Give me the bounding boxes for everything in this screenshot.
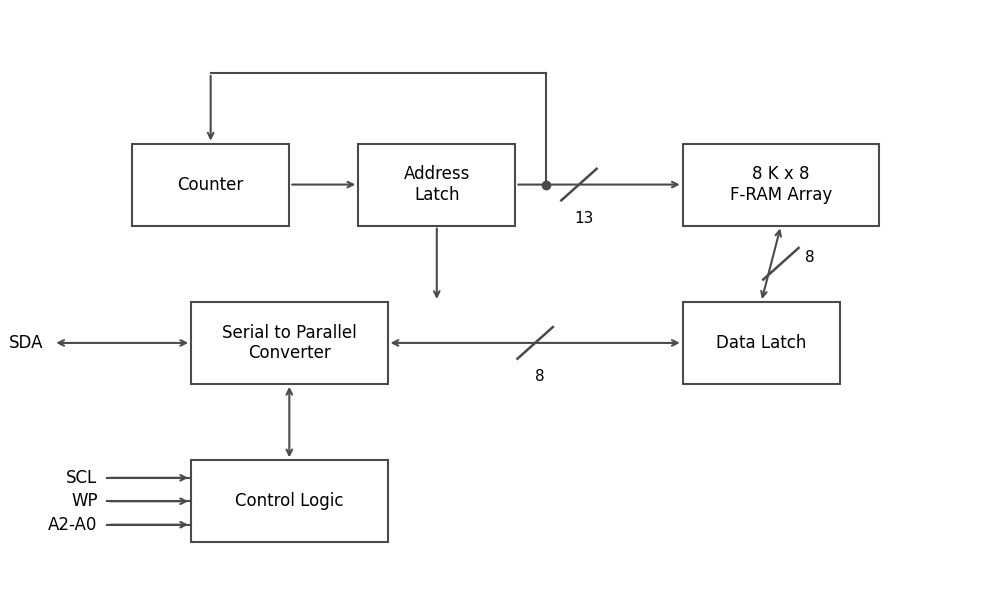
Text: Address
Latch: Address Latch [404,165,470,204]
Text: A2-A0: A2-A0 [48,516,98,534]
Text: Serial to Parallel
Converter: Serial to Parallel Converter [222,323,357,362]
Text: SCL: SCL [66,469,98,487]
Text: 8: 8 [535,369,545,384]
Text: Control Logic: Control Logic [235,493,344,510]
FancyBboxPatch shape [358,143,515,226]
Text: 13: 13 [574,211,594,226]
FancyBboxPatch shape [683,302,840,384]
Text: Data Latch: Data Latch [716,334,806,352]
FancyBboxPatch shape [683,143,879,226]
Text: Counter: Counter [178,176,244,194]
Text: 8: 8 [805,250,815,265]
FancyBboxPatch shape [191,460,388,542]
FancyBboxPatch shape [191,302,388,384]
Text: WP: WP [71,493,98,510]
Text: SDA: SDA [9,334,44,352]
FancyBboxPatch shape [132,143,289,226]
Text: 8 K x 8
F-RAM Array: 8 K x 8 F-RAM Array [730,165,832,204]
